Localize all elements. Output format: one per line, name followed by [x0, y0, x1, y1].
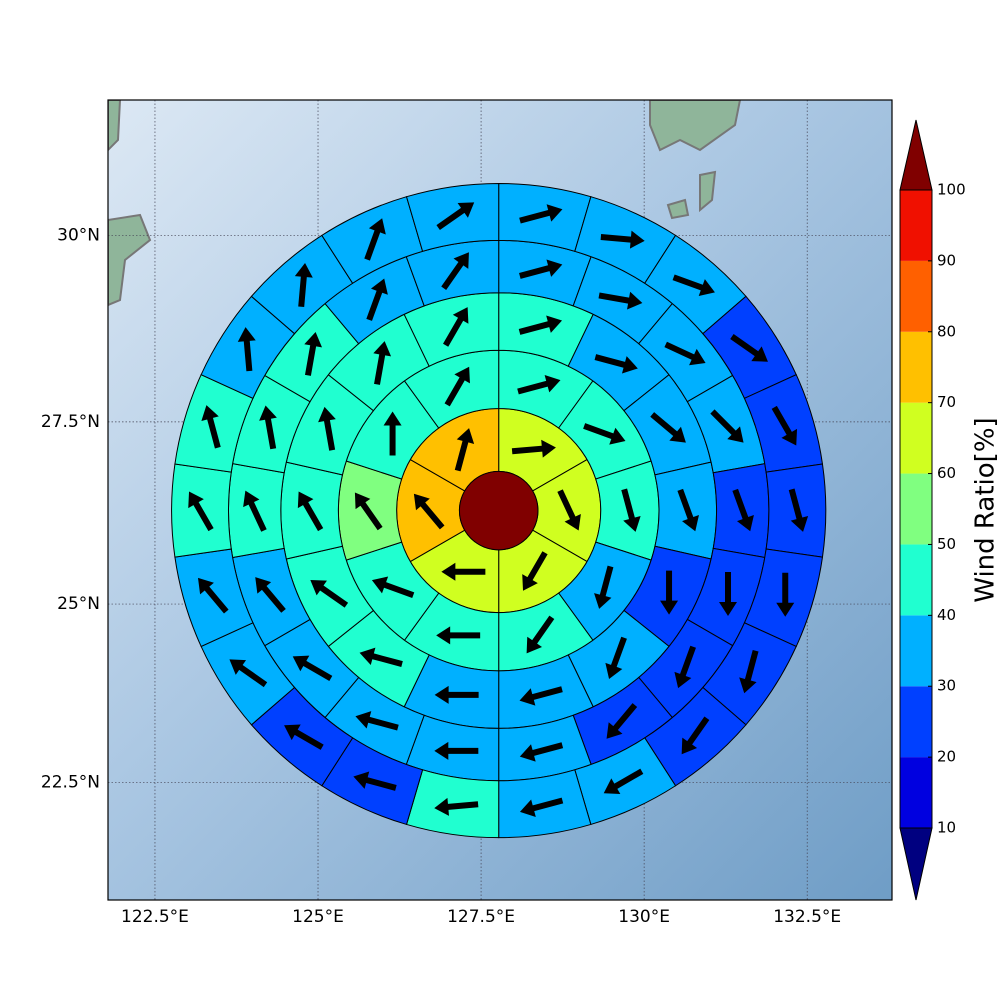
colorbar-over — [900, 120, 932, 190]
colorbar-tick-label: 60 — [937, 464, 956, 482]
x-tick-label: 130°E — [618, 907, 670, 927]
colorbar-under — [900, 828, 932, 900]
colorbar-tick-label: 70 — [937, 393, 956, 411]
x-tick-label: 132.5°E — [773, 907, 841, 927]
x-tick-label: 125°E — [292, 907, 344, 927]
colorbar-bin — [900, 190, 932, 261]
colorbar-tick-label: 90 — [937, 251, 956, 269]
colorbar-bin — [900, 544, 932, 615]
y-tick-label: 25°N — [57, 594, 100, 614]
colorbar-tick-label: 50 — [937, 535, 956, 553]
colorbar: 10 20 30 40 50 60 70 80 90 100 — [900, 120, 966, 900]
colorbar-bin — [900, 686, 932, 757]
colorbar-tick-label: 10 — [937, 819, 956, 837]
colorbar-bin — [900, 757, 932, 828]
y-tick-label: 27.5°N — [41, 412, 100, 432]
y-tick-label: 22.5°N — [41, 773, 100, 793]
sectors — [172, 183, 826, 837]
center-disc — [459, 471, 538, 550]
colorbar-bin — [900, 615, 932, 686]
colorbar-bin — [900, 474, 932, 545]
y-tick-label: 30°N — [57, 226, 100, 246]
x-tick-label: 122.5°E — [121, 907, 189, 927]
colorbar-tick-label: 30 — [937, 677, 956, 695]
sector — [499, 183, 591, 251]
colorbar-bin — [900, 403, 932, 474]
x-tick-label: 127.5°E — [447, 907, 515, 927]
colorbar-bin — [900, 332, 932, 403]
colorbar-tick-label: 80 — [937, 322, 956, 340]
colorbar-tick-label: 100 — [937, 181, 966, 199]
colorbar-tick-label: 20 — [937, 748, 956, 766]
colorbar-label: Wind Ratio[%] — [971, 417, 1000, 602]
colorbar-bin — [900, 261, 932, 332]
colorbar-tick-label: 40 — [937, 606, 956, 624]
